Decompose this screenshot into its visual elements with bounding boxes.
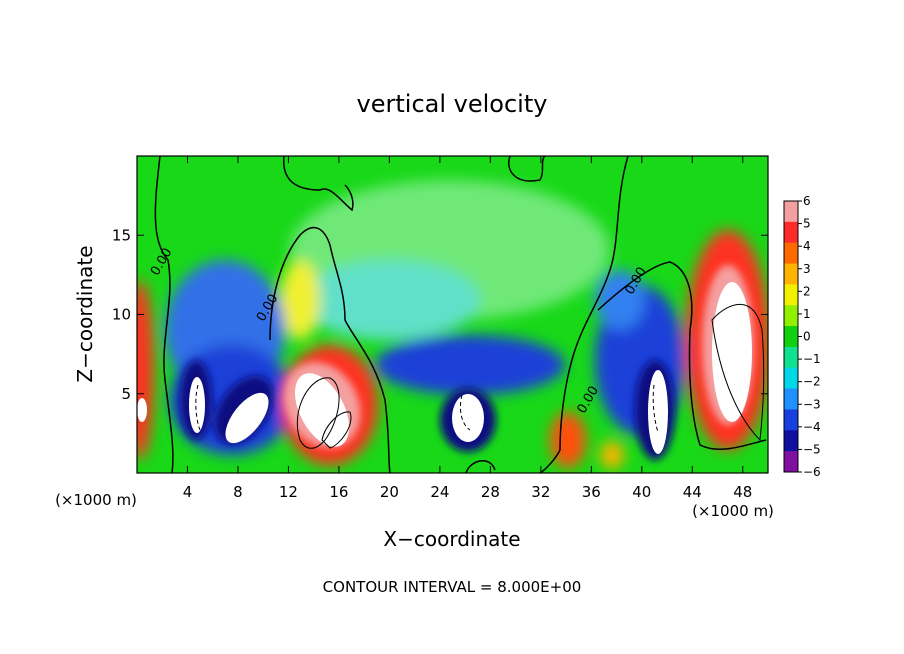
dashed-contours [195,384,659,433]
colorbar-swatch [784,388,798,410]
colorbar: 6 5 4 3 2 1 0 −1 −2 −3 −4 −5 −6 [783,194,821,479]
x-axis-label: X−coordinate [383,527,520,551]
y-tick-label: 15 [112,226,131,244]
colorbar-swatch [784,242,798,265]
colorbar-swatch [784,284,798,306]
colorbar-tick-label: −5 [803,442,821,456]
x-tick-label: 24 [430,483,449,501]
contour-interval-footer: CONTOUR INTERVAL = 8.000E+00 [323,578,582,596]
colorbar-tick-label: 2 [803,284,811,298]
heatmap-field [137,156,768,473]
x-tick-label: 32 [531,483,550,501]
y-tick-label: 10 [112,306,131,324]
colorbar-swatch [784,451,798,473]
x-tick-label: 8 [233,483,243,501]
x-tick-label: 36 [582,483,601,501]
colorbar-swatch [784,221,798,244]
colorbar-tick-label: −3 [803,397,821,411]
colorbar-tick-label: −6 [803,465,821,479]
chart-title: vertical velocity [357,90,548,118]
colorbar-swatch [784,409,798,431]
colorbar-swatch [784,430,798,452]
colorbar-tick-label: −2 [803,375,821,389]
x-tick-label: 16 [329,483,348,501]
colorbar-tick-label: 1 [803,307,811,321]
colorbar-tick-label: 4 [803,239,811,253]
colorbar-swatch [784,367,798,390]
colorbar-swatch [784,326,798,348]
x-unit-label: (×1000 m) [55,491,137,509]
colorbar-tick-label: −1 [803,352,821,366]
x-tick-label: 4 [183,483,193,501]
y-axis-label: Z−coordinate [73,245,97,382]
colorbar-swatch [784,305,798,327]
zero-contours [154,156,767,473]
colorbar-swatch [784,346,798,369]
x-tick-label: 12 [279,483,298,501]
x-tick-label: 48 [733,483,752,501]
y-tick-label: 5 [121,385,131,403]
colorbar-tick-label: −4 [803,420,821,434]
x-tick-label: 20 [380,483,399,501]
x-tick-label: 28 [481,483,500,501]
x-axis-ticks: 4 8 12 16 20 24 28 32 36 40 44 48 [183,156,752,501]
colorbar-swatch [784,201,798,223]
colorbar-tick-label: 0 [803,330,811,344]
solid-inner-contours [296,303,765,449]
y-axis-ticks: 5 10 15 [112,226,768,403]
x-tick-label: 44 [683,483,702,501]
colorbar-tick-label: 5 [803,217,811,231]
colorbar-tick-label: 3 [803,262,811,276]
x-unit-label-right: (×1000 m) [692,502,774,520]
colorbar-tick-label: 6 [803,194,811,208]
x-tick-label: 40 [632,483,651,501]
colorbar-swatch [784,263,798,285]
